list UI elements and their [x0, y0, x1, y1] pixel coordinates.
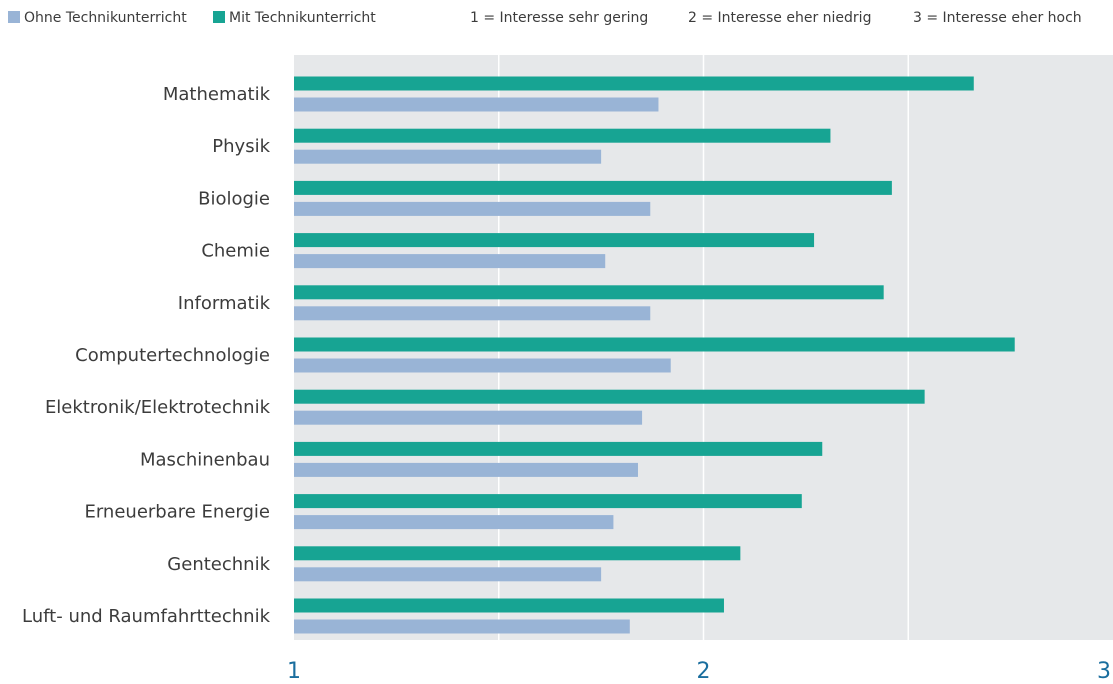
bars [294, 76, 1015, 634]
legend-label-with: Mit Technikunterricht [229, 10, 376, 26]
legend-label-without: Ohne Technikunterricht [24, 10, 187, 26]
x-tick-label-2: 3 [1097, 659, 1111, 684]
bar-with-6 [294, 389, 925, 404]
bar-without-5 [294, 358, 671, 373]
bar-with-2 [294, 180, 892, 195]
legend-scale-2: 2 = Interesse eher niedrig [688, 10, 872, 26]
bar-with-4 [294, 285, 884, 300]
bar-without-9 [294, 567, 602, 582]
bar-without-7 [294, 462, 638, 477]
category-label-2: Biologie [198, 188, 270, 209]
legend-swatch-without [8, 11, 20, 23]
legend-item-without: Ohne Technikunterricht [8, 9, 187, 27]
bar-with-7 [294, 441, 823, 456]
bar-with-1 [294, 128, 831, 143]
legend: Ohne Technikunterricht Mit Technikunterr… [0, 0, 1113, 34]
category-label-3: Chemie [201, 241, 270, 262]
category-label-10: Luft- und Raumfahrttechnik [22, 606, 271, 627]
legend-swatch-with [213, 11, 225, 23]
bar-without-3 [294, 254, 606, 269]
category-label-9: Gentechnik [167, 554, 270, 575]
bar-without-10 [294, 619, 630, 634]
category-label-4: Informatik [178, 293, 271, 314]
legend-scale-1: 1 = Interesse sehr gering [470, 10, 649, 26]
legend-item-with: Mit Technikunterricht [213, 9, 376, 27]
bar-with-0 [294, 76, 974, 91]
bar-without-0 [294, 97, 659, 112]
bar-with-8 [294, 494, 802, 509]
category-label-8: Erneuerbare Energie [84, 502, 270, 523]
x-tick-labels: 1 2 3 [287, 659, 1111, 684]
bar-without-2 [294, 201, 651, 216]
bar-without-4 [294, 306, 651, 321]
x-tick-label-0: 1 [287, 659, 301, 684]
category-label-0: Mathematik [163, 84, 271, 105]
bar-with-10 [294, 598, 724, 613]
bar-with-5 [294, 337, 1015, 352]
category-label-7: Maschinenbau [140, 449, 270, 470]
x-tick-label-1: 2 [697, 659, 711, 684]
bar-with-9 [294, 546, 741, 561]
bar-without-6 [294, 410, 643, 425]
category-labels: Mathematik Physik Biologie Chemie Informatik… [22, 84, 271, 627]
category-label-5: Computertechnologie [75, 345, 270, 366]
category-label-1: Physik [212, 136, 270, 157]
legend-scale-3: 3 = Interesse eher hoch [913, 10, 1082, 26]
bar-without-8 [294, 515, 614, 530]
bar-without-1 [294, 149, 602, 164]
bar-with-3 [294, 233, 815, 248]
category-label-6: Elektronik/Elektrotechnik [45, 397, 271, 418]
